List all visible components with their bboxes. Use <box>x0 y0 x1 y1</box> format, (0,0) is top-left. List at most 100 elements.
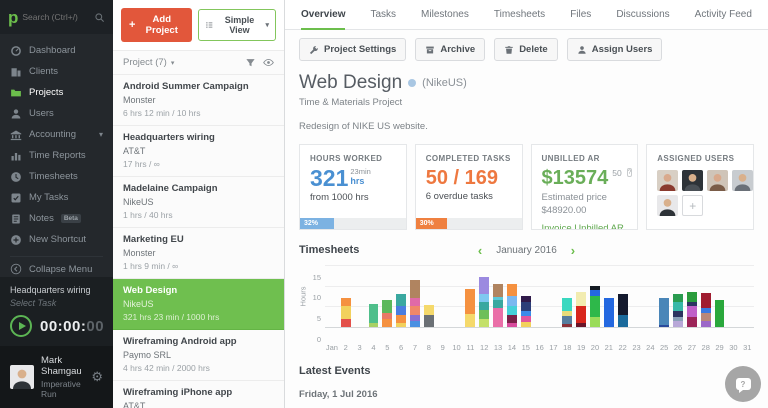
x-tick-label: 30 <box>729 343 738 352</box>
sidebar-item-users[interactable]: Users <box>0 103 113 124</box>
user-avatar[interactable] <box>657 170 679 191</box>
timesheets-section-header: Timesheets ‹ January 2016 › <box>299 242 754 258</box>
timer-task-select[interactable]: Select Task <box>10 298 57 308</box>
assign-users-button[interactable]: Assign Users <box>566 38 663 61</box>
bar-segment <box>673 320 683 327</box>
sidebar-item-time-reports[interactable]: Time Reports <box>0 145 113 166</box>
project-actions: Project Settings Archive Delete Assign User… <box>299 38 754 61</box>
bar-segment <box>465 313 476 327</box>
project-list-item[interactable]: Marketing EU Monster 1 hrs 9 min / ∞ <box>113 228 284 279</box>
collapse-menu-button[interactable]: Collapse Menu <box>0 261 113 277</box>
tasks-caption: 6 overdue tasks <box>425 191 493 202</box>
sidebar-item-dashboard[interactable]: Dashboard <box>0 40 113 61</box>
project-list-item[interactable]: Wireframing Android app Paymo SRL 4 hrs 42… <box>113 330 284 381</box>
sidebar-item-clients[interactable]: Clients <box>0 61 113 82</box>
project-list-item[interactable]: Android Summer Campaign Monster 6 hrs 12 m… <box>113 75 284 126</box>
sidebar-item-new-shortcut[interactable]: New Shortcut <box>0 229 113 250</box>
search-icon[interactable] <box>94 12 105 23</box>
project-list-item[interactable]: Madelaine Campaign NikeUS 1 hrs / 40 hrs <box>113 177 284 228</box>
overview-content: Project Settings Archive Delete Assign User… <box>285 30 768 408</box>
filter-icon[interactable] <box>245 57 256 68</box>
play-button[interactable] <box>10 315 32 337</box>
delete-button[interactable]: Delete <box>494 38 558 61</box>
timesheets-chart: Hours 0 5 10 15 <box>299 265 754 344</box>
tab-overview[interactable]: Overview <box>301 0 346 30</box>
tab-tasks[interactable]: Tasks <box>370 8 397 20</box>
project-list-item[interactable]: Headquarters wiring AT&T 17 hrs / ∞ <box>113 126 284 177</box>
tab-activity-feed[interactable]: Activity Feed <box>694 8 752 20</box>
add-project-button[interactable]: + Add Project <box>121 8 193 42</box>
bar-segment <box>673 293 683 303</box>
project-client: AT&T <box>123 401 146 408</box>
bar-segment <box>493 308 503 327</box>
chart-bar-day-12 <box>479 277 490 327</box>
bank-icon <box>10 129 22 141</box>
project-settings-button[interactable]: Project Settings <box>299 38 407 61</box>
x-tick-label: 6 <box>399 343 404 352</box>
bar-segment <box>576 322 587 327</box>
next-month-button[interactable]: › <box>570 242 576 258</box>
help-widget-button[interactable]: ? <box>725 366 761 402</box>
eye-icon[interactable] <box>263 57 274 68</box>
trash-icon <box>504 45 514 55</box>
view-mode-dropdown[interactable]: Simple View ▾ <box>198 9 276 41</box>
sidebar-item-accounting[interactable]: Accounting ▾ <box>0 124 113 145</box>
invoice-unbilled-link[interactable]: Invoice Unbilled AR <box>541 222 624 230</box>
person-icon <box>10 108 22 120</box>
project-description: Redesign of NIKE US website. <box>299 121 428 132</box>
tab-timesheets[interactable]: Timesheets <box>493 8 546 20</box>
bar-segment <box>686 291 697 303</box>
bar-segment <box>659 298 670 325</box>
avatar[interactable] <box>10 365 34 389</box>
x-tick-label: 17 <box>549 343 558 352</box>
user-avatar[interactable] <box>657 195 679 216</box>
chart-y-axis: Hours 0 5 10 15 <box>299 266 325 344</box>
chart-bar-day-28 <box>700 293 711 327</box>
bar-segment <box>506 296 517 307</box>
bar-segment <box>340 318 351 327</box>
sidebar-item-label: Notes <box>29 213 54 224</box>
project-count-label[interactable]: Project (7) <box>123 57 167 68</box>
gear-icon[interactable]: ⚙ <box>91 369 103 384</box>
timer-widget: Headquarters wiring Select Task 00:00:00 <box>0 277 113 346</box>
sidebar-item-projects[interactable]: Projects <box>0 82 113 103</box>
help-icon[interactable]: ? <box>626 168 633 177</box>
prev-month-button[interactable]: ‹ <box>477 242 483 258</box>
folder-icon <box>10 87 22 99</box>
bar-segment <box>603 298 614 327</box>
x-tick-label: 2 <box>343 343 348 352</box>
bar-segment <box>493 300 503 309</box>
x-tick-label: 21 <box>604 343 613 352</box>
chart-bar-day-11 <box>465 288 476 327</box>
chart-bar-day-7 <box>410 279 420 327</box>
tab-milestones[interactable]: Milestones <box>421 8 469 20</box>
action-label: Delete <box>519 44 548 55</box>
y-tick-label: 5 <box>316 313 321 323</box>
x-tick-label: 29 <box>715 343 724 352</box>
search-input[interactable] <box>22 12 94 22</box>
x-tick-label: 16 <box>535 343 544 352</box>
bar-segment <box>382 318 393 327</box>
tab-files[interactable]: Files <box>570 8 592 20</box>
unbilled-value: $13574 <box>541 167 609 189</box>
chart-bar-day-21 <box>603 298 614 327</box>
note-icon <box>10 213 22 225</box>
project-list-item[interactable]: Web Design NikeUS 321 hrs 23 min / 1000 hr… <box>113 279 284 330</box>
user-avatar[interactable] <box>732 170 754 191</box>
sidebar-item-my-tasks[interactable]: My Tasks <box>0 187 113 208</box>
sidebar-item-timesheets[interactable]: Timesheets <box>0 166 113 187</box>
project-name: Headquarters wiring <box>123 132 215 143</box>
chevron-down-icon: ▾ <box>98 130 103 139</box>
sidebar-item-notes[interactable]: Notes Beta <box>0 208 113 229</box>
action-label: Archive <box>440 44 476 55</box>
tab-discussions[interactable]: Discussions <box>616 8 670 20</box>
action-label: Project Settings <box>324 44 397 55</box>
user-avatar[interactable] <box>707 170 729 191</box>
project-name: Wireframing Android app <box>123 336 237 347</box>
archive-button[interactable]: Archive <box>415 38 486 61</box>
user-avatar[interactable] <box>682 170 704 191</box>
timesheets-title: Timesheets <box>299 244 360 256</box>
add-user-button[interactable]: + <box>682 195 704 216</box>
page-title: Web Design <box>299 72 403 93</box>
